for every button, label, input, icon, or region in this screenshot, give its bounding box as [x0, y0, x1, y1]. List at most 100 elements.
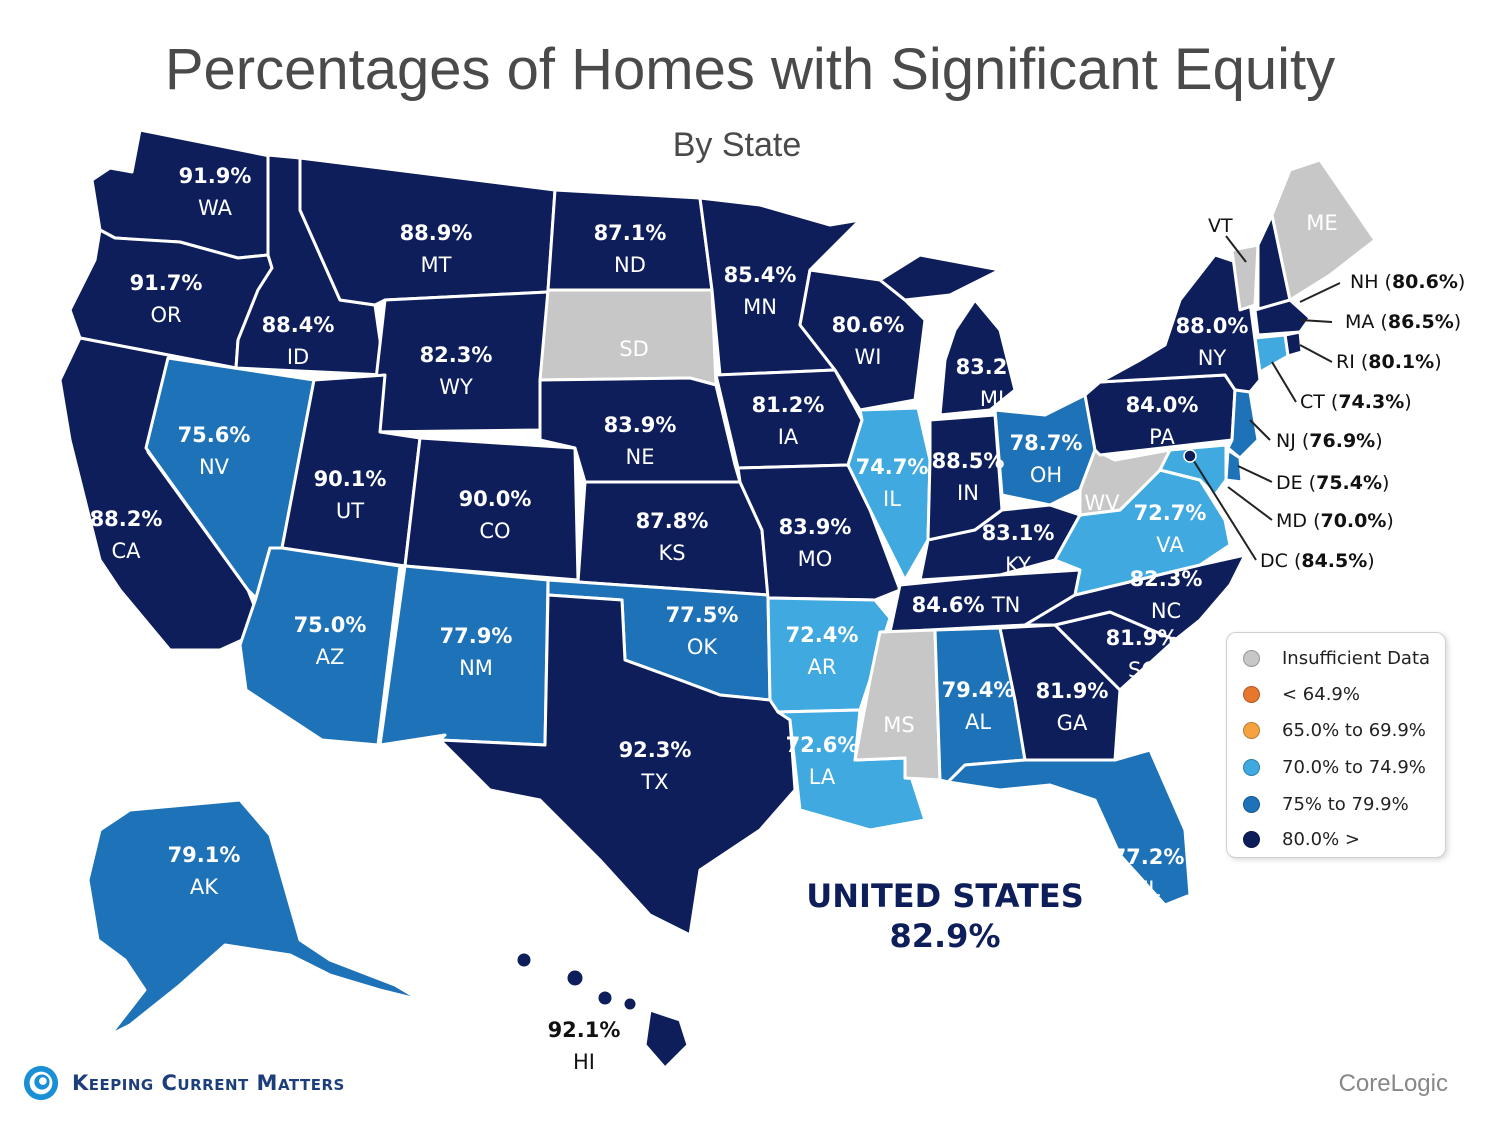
pct-la: 72.6% [786, 733, 859, 757]
abbr-mi: MI [980, 387, 1004, 411]
state-az [238, 546, 402, 747]
legend-swatch-70to75 [1243, 758, 1260, 776]
abbr-ny: NY [1198, 346, 1227, 370]
pct-ky: 83.1% [982, 521, 1055, 545]
state-fl [946, 748, 1192, 907]
abbr-ks: KS [658, 541, 685, 565]
pct-co: 90.0% [459, 487, 532, 511]
abbr-or: OR [150, 303, 181, 327]
label-sd: SD [619, 337, 649, 361]
legend-swatch-75to80 [1243, 795, 1260, 813]
abbr-oh: OH [1030, 463, 1062, 487]
state-ct [1253, 333, 1290, 374]
pct-wi: 80.6% [832, 313, 905, 337]
label-az: 75.0% AZ [294, 613, 367, 669]
pct-nd: 87.1% [594, 221, 667, 245]
pct-ak: 79.1% [168, 843, 241, 867]
label-ga: 81.9% GA [1036, 679, 1109, 735]
label-sc: 81.9% SC [1106, 626, 1179, 682]
label-mn: 85.4% MN [724, 263, 797, 319]
label-nm: 77.9% NM [440, 624, 513, 680]
abbr-nm: NM [459, 656, 493, 680]
abbr-ar: AR [808, 655, 837, 679]
pct-mt: 88.9% [400, 221, 473, 245]
abbr-mn: MN [743, 295, 777, 319]
pct-mn: 85.4% [724, 263, 797, 287]
callout-de: DE (75.4%) [1276, 472, 1389, 494]
pct-tx: 92.3% [619, 738, 692, 762]
label-il: 74.7% IL [856, 455, 929, 511]
legend-item: < 64.9% [1243, 681, 1360, 707]
label-ia: 81.2% IA [752, 393, 825, 449]
state-la [776, 708, 927, 832]
label-ca: 88.2% CA [90, 507, 163, 563]
us-total: UNITED STATES 82.9% [770, 876, 1120, 956]
label-wa: 91.9% WA [179, 164, 252, 220]
abbr-wv: WV [1084, 491, 1120, 515]
state-vt [1230, 243, 1260, 312]
callout-ma: MA (86.5%) [1345, 311, 1461, 333]
legend-swatch-lt65 [1243, 685, 1260, 703]
abbr-ne: NE [626, 445, 655, 469]
brand-logo: Keeping Current Matters [22, 1064, 345, 1102]
legend-item: Insufficient Data [1243, 645, 1430, 671]
state-ar [766, 596, 892, 714]
abbr-ok: OK [687, 635, 719, 659]
pct-al: 79.4% [942, 678, 1015, 702]
brand-name: Keeping Current Matters [72, 1071, 345, 1095]
pct-hi: 92.1% [548, 1018, 621, 1042]
callout-nh: NH (80.6%) [1350, 271, 1465, 293]
label-la: 72.6% LA [786, 733, 859, 789]
label-in: 88.5% IN [932, 449, 1005, 505]
label-ny: 88.0% NY [1176, 314, 1249, 370]
label-nc: 82.3% NC [1130, 567, 1203, 623]
pct-nm: 77.9% [440, 624, 513, 648]
pct-nc: 82.3% [1130, 567, 1203, 591]
abbr-ak: AK [190, 875, 219, 899]
abbr-il: IL [883, 487, 901, 511]
label-mi: 83.2% MI [956, 355, 1029, 411]
label-al: 79.4% AL [942, 678, 1015, 734]
abbr-ca: CA [111, 539, 141, 563]
state-ks [576, 480, 770, 597]
abbr-nc: NC [1151, 599, 1181, 623]
abbr-al: AL [965, 710, 991, 734]
swirl-icon [23, 1065, 59, 1101]
pct-sc: 81.9% [1106, 626, 1179, 650]
abbr-tx: TX [640, 770, 668, 794]
legend-item: 65.0% to 69.9% [1243, 717, 1426, 743]
us-total-label: UNITED STATES [806, 877, 1084, 915]
legend-swatch-65to70 [1243, 721, 1260, 739]
pct-wy: 82.3% [420, 343, 493, 367]
abbr-ms: MS [883, 713, 914, 737]
state-tx [438, 593, 797, 937]
pct-ny: 88.0% [1176, 314, 1249, 338]
label-fl: 77.2% FL [1112, 845, 1185, 901]
abbr-la: LA [809, 765, 836, 789]
callout-dc: DC (84.5%) [1260, 550, 1375, 572]
label-ne: 83.9% NE [604, 413, 677, 469]
pct-ne: 83.9% [604, 413, 677, 437]
pct-ok: 77.5% [666, 603, 739, 627]
abbr-ia: IA [778, 425, 799, 449]
pct-va: 72.7% [1134, 501, 1207, 525]
label-ok: 77.5% OK [666, 603, 739, 659]
label-wi: 80.6% WI [832, 313, 905, 369]
pct-il: 74.7% [856, 455, 929, 479]
label-ms: MS [883, 713, 914, 737]
callout-vt: VT [1208, 215, 1233, 237]
label-co: 90.0% CO [459, 487, 532, 543]
abbr-co: CO [479, 519, 510, 543]
pct-fl: 77.2% [1112, 845, 1185, 869]
label-va: 72.7% VA [1134, 501, 1207, 557]
abbr-mt: MT [421, 253, 452, 277]
pct-ks: 87.8% [636, 509, 709, 533]
map-title: Percentages of Homes with Significant Eq… [164, 37, 1336, 102]
label-ks: 87.8% KS [636, 509, 709, 565]
abbr-ga: GA [1057, 711, 1088, 735]
abbr-ut: UT [336, 499, 364, 523]
label-mo: 83.9% MO [779, 515, 852, 571]
abbr-sc: SC [1128, 658, 1156, 682]
state-ak [86, 798, 422, 1037]
